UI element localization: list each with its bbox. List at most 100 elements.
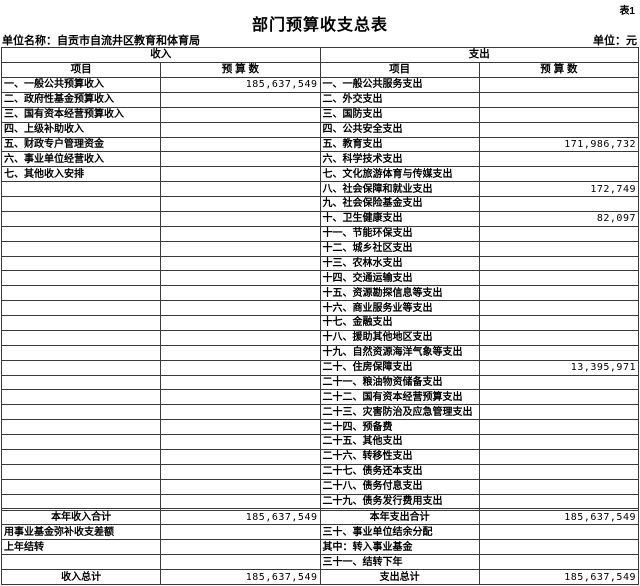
expense-value-cell xyxy=(478,91,640,108)
income-item-cell: 六、事业单位经营收入 xyxy=(0,151,162,168)
table-row: 十三、农林水支出 xyxy=(0,255,640,272)
meta-row: 单位名称：自贡市自流井区教育和体育局 单位：元 xyxy=(2,32,637,48)
income-item-cell xyxy=(0,448,162,465)
income-value-cell xyxy=(160,374,321,391)
expense-item-cell: 十、卫生健康支出 xyxy=(319,210,480,227)
income-value-cell xyxy=(160,359,321,376)
income-value-cell xyxy=(160,493,321,510)
table-row: 十一、节能环保支出 xyxy=(0,225,640,242)
income-item-cell: 用事业基金弥补收支差额 xyxy=(0,524,162,541)
income-item-header: 项目 xyxy=(0,62,162,78)
income-value-cell xyxy=(160,300,321,316)
income-value-cell xyxy=(160,389,321,406)
income-item-cell: 七、其他收入安排 xyxy=(0,166,162,183)
expense-value-cell: 185,637,549 xyxy=(478,509,640,526)
expense-value-cell xyxy=(478,524,640,541)
income-item-cell xyxy=(0,344,162,361)
table-row: 十五、资源勘探信息等支出 xyxy=(0,285,640,302)
income-value-cell xyxy=(160,315,321,331)
table-row: 七、其他收入安排 七、文化旅游体育与传媒支出 xyxy=(0,166,640,183)
table-row: 二十八、债务付息支出 xyxy=(0,478,640,495)
expense-value-cell xyxy=(478,151,640,168)
table-row: 用事业基金弥补收支差额 三十、事业单位结余分配 xyxy=(0,524,640,541)
income-item-cell xyxy=(0,270,162,287)
expense-item-cell: 十五、资源勘探信息等支出 xyxy=(319,285,480,302)
table-row: 三、国有资本经营预算收入 三、国防支出 xyxy=(0,106,640,123)
table-row: 二十九、债务发行费用支出 xyxy=(0,493,640,510)
expense-value-cell xyxy=(478,285,640,302)
income-value-cell xyxy=(160,196,321,212)
table-row: 十二、城乡社区支出 xyxy=(0,240,640,257)
income-item-cell: 本年收入合计 xyxy=(0,509,162,526)
table-row: 五、财政专户管理资金 五、教育支出 171,986,732 xyxy=(0,136,640,153)
income-item-cell xyxy=(0,225,162,242)
table-row: 三十一、结转下年 xyxy=(0,554,640,571)
expense-item-cell: 二十八、债务付息支出 xyxy=(319,478,480,495)
table-row: 四、上级补助收入 四、公共安全支出 xyxy=(0,121,640,138)
expense-item-cell: 二十六、转移性支出 xyxy=(319,448,480,465)
expense-value-cell xyxy=(478,478,640,495)
table-row: 本年收入合计 185,637,549 本年支出合计 185,637,549 xyxy=(0,509,640,526)
income-value-cell xyxy=(160,240,321,257)
expense-value-cell xyxy=(478,448,640,465)
expense-item-cell: 二十四、预备费 xyxy=(319,419,480,435)
table-row: 十六、商业服务业等支出 xyxy=(0,300,640,316)
expense-value-cell xyxy=(478,554,640,571)
table-row: 十、卫生健康支出 82,097 xyxy=(0,210,640,227)
expense-item-cell: 二十七、债务还本支出 xyxy=(319,463,480,480)
expense-item-cell: 一、一般公共服务支出 xyxy=(319,77,480,93)
expense-value-cell xyxy=(478,329,640,346)
expense-value-cell xyxy=(478,77,640,93)
expense-value-cell xyxy=(478,315,640,331)
sheet-label: 表1 xyxy=(619,6,635,17)
expense-value-cell: 13,395,971 xyxy=(478,359,640,376)
income-value-cell: 185,637,549 xyxy=(160,77,321,93)
table-row: 二十七、债务还本支出 xyxy=(0,463,640,480)
expense-item-cell: 八、社会保障和就业支出 xyxy=(319,181,480,197)
expense-item-cell: 十四、交通运输支出 xyxy=(319,270,480,287)
expense-group-header: 支出 xyxy=(319,47,639,63)
expense-item-cell: 二十一、粮油物资储备支出 xyxy=(319,374,480,391)
expense-value-cell xyxy=(478,463,640,480)
income-item-cell xyxy=(0,554,162,571)
income-item-cell xyxy=(0,374,162,391)
expense-value-cell xyxy=(478,240,640,257)
income-item-cell: 收入总计 xyxy=(0,569,162,585)
expense-value-cell xyxy=(478,539,640,556)
income-item-cell xyxy=(0,285,162,302)
table-row: 二十一、粮油物资储备支出 xyxy=(0,374,640,391)
income-value-cell xyxy=(160,478,321,495)
expense-item-cell: 十六、商业服务业等支出 xyxy=(319,300,480,316)
expense-item-cell: 十三、农林水支出 xyxy=(319,255,480,272)
expense-value-cell xyxy=(478,255,640,272)
expense-value-cell xyxy=(478,166,640,183)
income-item-cell xyxy=(0,419,162,435)
column-header-row: 项目 预 算 数 项目 预 算 数 xyxy=(0,62,640,78)
income-value-cell xyxy=(160,136,321,153)
income-value-cell: 185,637,549 xyxy=(160,509,321,526)
expense-item-cell: 二十三、灾害防治及应急管理支出 xyxy=(319,404,480,421)
income-item-cell xyxy=(0,434,162,450)
income-group-header: 收入 xyxy=(1,47,321,63)
income-item-cell: 四、上级补助收入 xyxy=(0,121,162,138)
expense-value-cell xyxy=(478,374,640,391)
expense-item-cell: 二十、住房保障支出 xyxy=(319,359,480,376)
table-row: 二、政府性基金预算收入 二、外交支出 xyxy=(0,91,640,108)
expense-item-cell: 支出总计 xyxy=(319,569,480,585)
table-row: 六、事业单位经营收入 六、科学技术支出 xyxy=(0,151,640,168)
budget-table: 收入 支出 项目 预 算 数 项目 预 算 数 一、一般公共预算收入 185,63… xyxy=(0,47,640,585)
income-item-cell xyxy=(0,478,162,495)
income-budget-header: 预 算 数 xyxy=(160,62,321,78)
income-value-cell xyxy=(160,524,321,541)
expense-value-cell xyxy=(478,344,640,361)
table-row: 二十五、其他支出 xyxy=(0,434,640,450)
table-row: 一、一般公共预算收入 185,637,549 一、一般公共服务支出 xyxy=(0,77,640,93)
income-value-cell xyxy=(160,434,321,450)
expense-budget-header: 预 算 数 xyxy=(478,62,640,78)
expense-item-cell: 十九、自然资源海洋气象等支出 xyxy=(319,344,480,361)
income-value-cell xyxy=(160,554,321,571)
income-value-cell xyxy=(160,463,321,480)
table-row: 八、社会保障和就业支出 172,749 xyxy=(0,181,640,197)
expense-value-cell: 172,749 xyxy=(478,181,640,197)
income-value-cell xyxy=(160,91,321,108)
